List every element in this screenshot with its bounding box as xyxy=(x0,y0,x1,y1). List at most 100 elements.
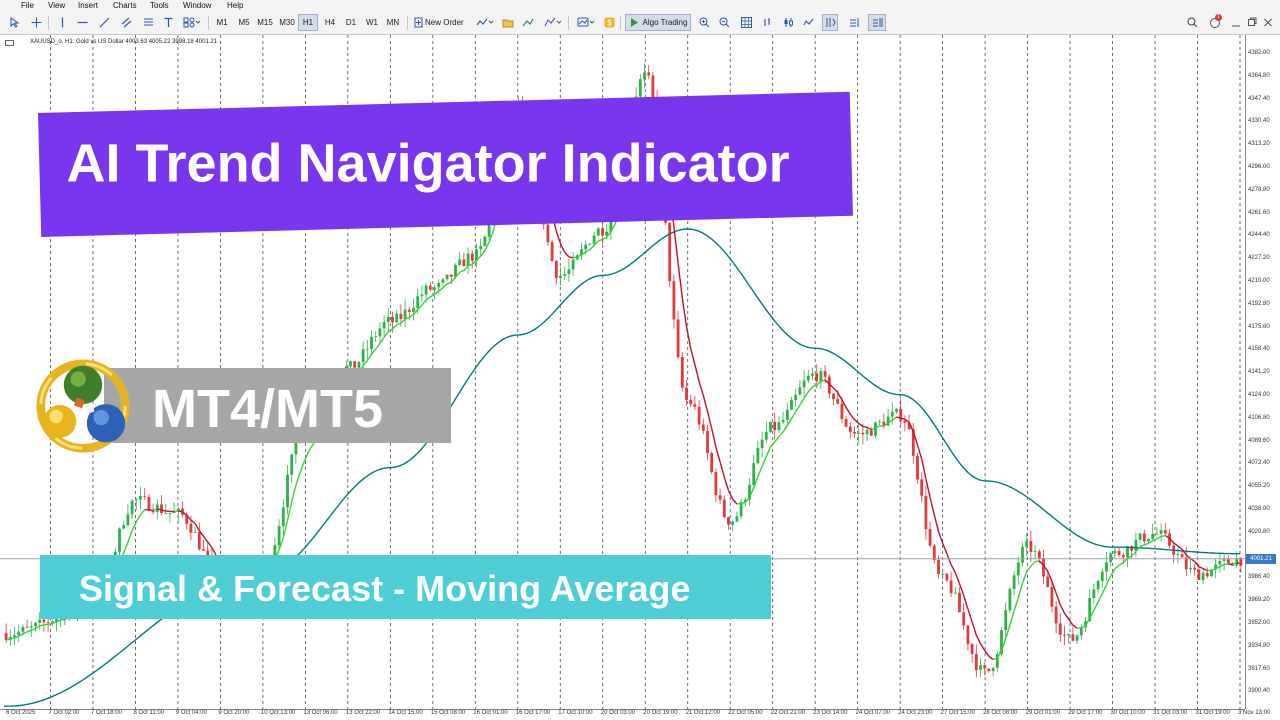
timeframe-w1[interactable]: W1 xyxy=(366,18,378,27)
price-axis-label: 4141.20 xyxy=(1248,369,1270,376)
search-icon[interactable] xyxy=(1184,14,1200,31)
crosshair-icon[interactable] xyxy=(28,14,44,31)
candle xyxy=(181,501,184,518)
candle xyxy=(760,431,764,458)
candle xyxy=(1079,624,1083,640)
minimize-icon[interactable] xyxy=(1230,14,1242,31)
time-axis-label: 22 Oct 05:00 xyxy=(728,710,763,716)
folder-icon[interactable] xyxy=(500,14,516,31)
signal-line-segment xyxy=(921,459,927,479)
candle xyxy=(176,506,180,523)
price-axis-label: 4313.20 xyxy=(1248,141,1270,148)
signal-line-segment xyxy=(148,509,154,512)
menu-help[interactable]: Help xyxy=(227,1,244,10)
zoom-out-icon[interactable] xyxy=(716,14,732,31)
signal-line-segment xyxy=(1047,571,1053,582)
signal-line-segment xyxy=(282,520,289,539)
zoom-in-icon[interactable] xyxy=(696,14,712,31)
signal-line-segment xyxy=(790,411,797,419)
timeframe-mn[interactable]: MN xyxy=(386,18,400,27)
signal-line-segment xyxy=(1194,561,1200,568)
signal-line-segment xyxy=(186,514,192,521)
timeframe-m1[interactable]: M1 xyxy=(216,18,228,27)
signals-icon[interactable] xyxy=(520,14,536,31)
chart-shift-icon[interactable] xyxy=(846,14,862,31)
signal-line-segment xyxy=(471,259,477,265)
menu-tools[interactable]: Tools xyxy=(150,1,169,10)
close-icon[interactable] xyxy=(1262,14,1274,31)
candle xyxy=(563,266,567,280)
candle xyxy=(861,423,865,445)
notifications-button[interactable]: 1 xyxy=(1204,14,1226,31)
signal-line-segment xyxy=(1051,581,1057,594)
price-axis-label: 4227.20 xyxy=(1248,255,1270,262)
candle xyxy=(546,223,550,246)
candle xyxy=(974,644,978,678)
menu-window[interactable]: Window xyxy=(183,1,212,10)
timeframe-m5[interactable]: M5 xyxy=(238,18,250,27)
signal-line-segment xyxy=(127,530,133,543)
timeframe-d1[interactable]: D1 xyxy=(345,18,357,27)
bar-chart-icon[interactable] xyxy=(760,14,776,31)
time-axis-label: 13 Oct 06:00 xyxy=(303,710,338,716)
signal-line-segment xyxy=(795,404,801,413)
time-axis-label: 14 Oct 15:00 xyxy=(388,710,423,716)
menu-view[interactable]: View xyxy=(48,1,66,10)
horizontal-line-icon[interactable] xyxy=(74,14,90,31)
text-tool-icon[interactable] xyxy=(160,14,176,31)
signal-line-segment xyxy=(593,240,599,247)
timeframe-h4[interactable]: H4 xyxy=(324,18,336,27)
signal-line-segment xyxy=(929,497,935,516)
signal-line-segment xyxy=(202,535,209,543)
time-axis-label: 31 Oct 19:00 xyxy=(1195,710,1230,716)
menu-file[interactable]: File xyxy=(21,1,34,10)
vertical-line-icon[interactable] xyxy=(54,14,70,31)
menu-charts[interactable]: Charts xyxy=(113,1,137,10)
candle xyxy=(1193,564,1197,576)
signal-line-segment xyxy=(992,657,998,661)
candle xyxy=(1184,547,1188,577)
channel-icon[interactable] xyxy=(118,14,134,31)
cursor-icon[interactable] xyxy=(6,14,22,31)
shapes-dropdown-icon[interactable] xyxy=(180,14,204,31)
signal-line-segment xyxy=(1219,563,1225,568)
chart-end-icon[interactable] xyxy=(868,14,886,31)
candlestick-icon[interactable] xyxy=(780,14,796,31)
time-axis-label: 17 Oct 10:00 xyxy=(558,710,593,716)
signal-line-segment xyxy=(677,263,683,299)
candle xyxy=(958,587,961,613)
time-axis-label: 7 Oct 02:00 xyxy=(48,710,80,716)
fibonacci-icon[interactable] xyxy=(140,14,156,31)
trendline-icon[interactable] xyxy=(96,14,112,31)
timeframe-h1[interactable]: H1 xyxy=(298,14,318,31)
autoscroll-icon[interactable] xyxy=(822,14,838,31)
signal-line-segment xyxy=(958,583,965,596)
signal-line-segment xyxy=(52,621,57,625)
signal-line-segment xyxy=(858,422,864,427)
candle xyxy=(29,621,33,638)
algo-trading-button[interactable]: Algo Trading xyxy=(625,14,691,31)
timeframe-m15[interactable]: M15 xyxy=(257,18,273,27)
new-order-button[interactable]: New Order xyxy=(425,18,464,27)
signal-line-segment xyxy=(1152,538,1158,542)
chart-settings-icon[interactable] xyxy=(574,14,598,31)
timeframe-m30[interactable]: M30 xyxy=(279,18,295,27)
signal-line-segment xyxy=(723,477,730,491)
templates-icon[interactable] xyxy=(542,14,564,31)
signal-line-segment xyxy=(984,650,990,657)
menu-bar: File View Insert Charts Tools Window Hel… xyxy=(0,0,1280,11)
candle xyxy=(1100,568,1104,588)
signal-line-segment xyxy=(694,364,700,382)
signal-line-segment xyxy=(572,256,578,259)
chart-menu-icon[interactable] xyxy=(5,40,14,46)
grid-icon[interactable] xyxy=(738,14,754,31)
restore-icon[interactable] xyxy=(1246,14,1258,31)
signal-line-segment xyxy=(900,417,906,420)
indicators-icon[interactable] xyxy=(474,14,496,31)
line-chart-icon[interactable] xyxy=(800,14,816,31)
candle xyxy=(962,603,966,631)
market-icon[interactable]: $ xyxy=(602,14,616,31)
signal-line-segment xyxy=(211,547,217,556)
menu-insert[interactable]: Insert xyxy=(78,1,99,10)
moving-average-line xyxy=(4,228,1240,707)
